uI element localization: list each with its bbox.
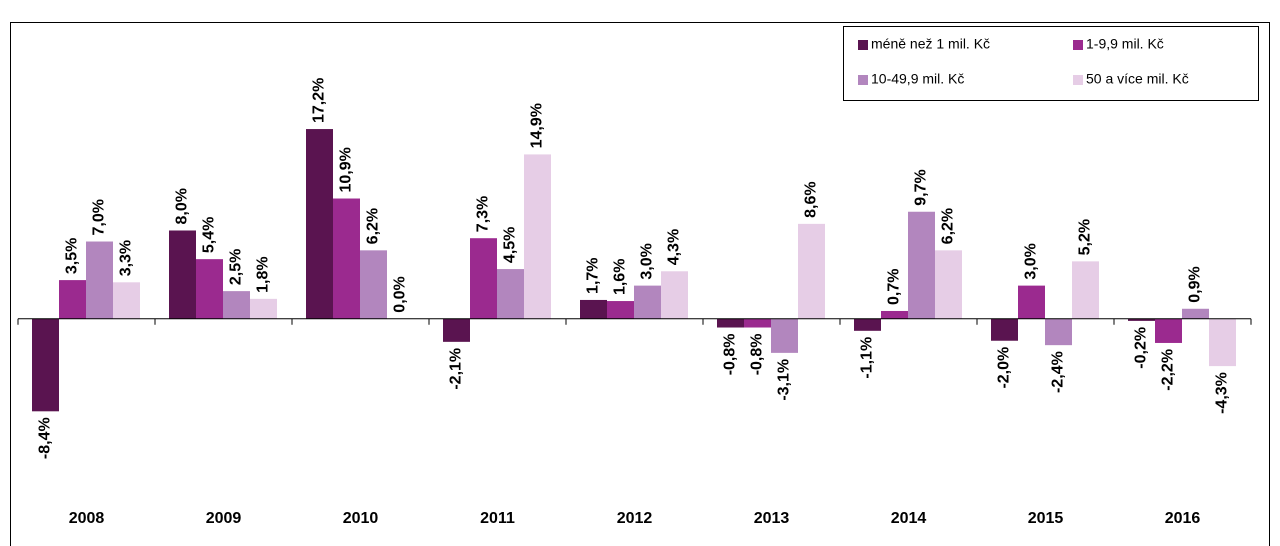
value-label: 3,0%: [1023, 243, 1040, 279]
value-label: 17,2%: [311, 78, 328, 123]
value-label: 7,0%: [91, 199, 108, 235]
x-tick-label: 2011: [480, 510, 515, 527]
value-label: -1,1%: [859, 337, 876, 379]
value-label: 5,2%: [1077, 219, 1094, 255]
value-label: 3,5%: [64, 238, 81, 274]
legend-swatch: [858, 40, 868, 50]
value-label: 14,9%: [529, 103, 546, 148]
bar: [169, 230, 196, 319]
legend-label: 10-49,9 mil. Kč: [871, 71, 964, 87]
value-label: -2,2%: [1160, 349, 1177, 391]
bar: [935, 250, 962, 319]
bar: [470, 238, 497, 319]
bar: [908, 211, 935, 319]
x-tick-label: 2009: [206, 510, 242, 527]
x-tick-label: 2016: [1165, 510, 1201, 527]
bar: [333, 198, 360, 319]
value-label: 7,3%: [475, 196, 492, 232]
value-label: -8,4%: [37, 417, 54, 459]
bar: [771, 318, 798, 353]
value-label: -4,3%: [1214, 372, 1231, 414]
value-label: 0,7%: [886, 269, 903, 305]
bar: [59, 280, 86, 319]
bar: [580, 299, 607, 319]
bar: [223, 291, 250, 319]
bar: [360, 250, 387, 319]
value-label: -3,1%: [776, 359, 793, 401]
bar: [113, 282, 140, 319]
value-label: 0,0%: [392, 276, 409, 312]
value-label: 2,5%: [228, 249, 245, 285]
x-tick-label: 2015: [1028, 510, 1064, 527]
bar: [717, 318, 744, 328]
bar: [798, 223, 825, 319]
bar: [32, 318, 59, 412]
value-label: 1,8%: [255, 256, 272, 292]
value-label: 4,5%: [502, 227, 519, 263]
bar: [1018, 285, 1045, 319]
value-label: -2,1%: [448, 348, 465, 390]
value-label: -0,8%: [722, 334, 739, 376]
value-label: 0,9%: [1187, 266, 1204, 302]
legend-swatch: [1073, 40, 1083, 50]
x-tick-label: 2014: [891, 510, 927, 527]
bar: [1182, 308, 1209, 319]
value-label: 5,4%: [201, 217, 218, 253]
bar: [744, 318, 771, 328]
bar: [661, 271, 688, 319]
legend-label: 1-9,9 mil. Kč: [1086, 36, 1164, 52]
bar: [881, 310, 908, 319]
legend-swatch: [1073, 75, 1083, 85]
value-label: 10,9%: [338, 147, 355, 192]
value-label: 8,6%: [803, 181, 820, 217]
bar: [1045, 318, 1072, 346]
bar: [443, 318, 470, 342]
bar: [991, 318, 1018, 341]
bar: [1155, 318, 1182, 343]
value-label: 3,3%: [118, 240, 135, 276]
legend-box: [843, 26, 1259, 101]
value-label: -2,0%: [996, 347, 1013, 389]
x-tick-label: 2010: [343, 510, 379, 527]
value-label: -2,4%: [1050, 351, 1067, 393]
value-label: 3,0%: [639, 243, 656, 279]
x-tick-label: 2013: [754, 510, 790, 527]
value-label: 6,2%: [940, 208, 957, 244]
bar: [196, 259, 223, 319]
legend-label: méně než 1 mil. Kč: [871, 36, 990, 52]
value-label: 9,7%: [913, 169, 930, 205]
bar: [1209, 318, 1236, 367]
x-tick-label: 2008: [69, 510, 105, 527]
value-label: 1,6%: [612, 259, 629, 295]
bar: [854, 318, 881, 331]
bar: [250, 298, 277, 319]
value-label: 4,3%: [666, 229, 683, 265]
bar: [497, 269, 524, 319]
plot-frame: [10, 22, 1270, 546]
bar: [607, 301, 634, 319]
bar: [1128, 318, 1155, 321]
value-label: -0,2%: [1133, 327, 1150, 369]
x-tick-label: 2012: [617, 510, 653, 527]
bar: [634, 285, 661, 319]
legend-swatch: [858, 75, 868, 85]
bar: [524, 154, 551, 319]
bar: [306, 129, 333, 319]
value-label: -0,8%: [749, 334, 766, 376]
bar: [1072, 261, 1099, 319]
value-label: 1,7%: [585, 257, 602, 293]
value-label: 8,0%: [174, 188, 191, 224]
value-label: 6,2%: [365, 208, 382, 244]
legend-label: 50 a více mil. Kč: [1086, 71, 1189, 87]
bar: [86, 241, 113, 319]
